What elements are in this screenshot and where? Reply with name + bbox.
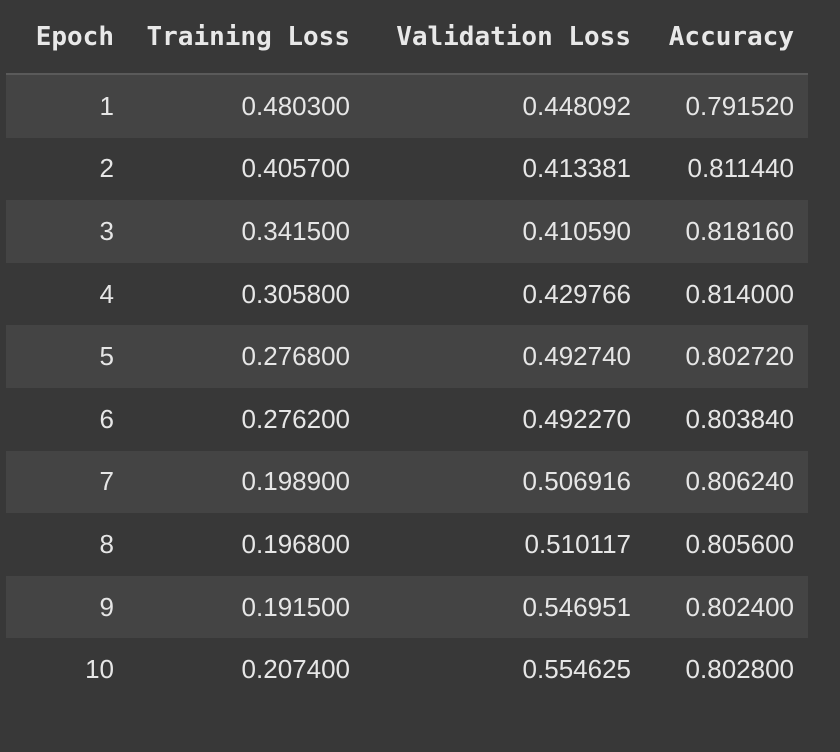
cell-validation-loss: 0.492270 [522, 403, 631, 434]
cell-validation-loss: 0.413381 [522, 153, 631, 184]
header-accuracy: Accuracy [645, 0, 808, 75]
cell-epoch: 10 [85, 654, 114, 685]
cell-training-loss: 0.191500 [241, 591, 350, 622]
training-results-table-container: Epoch Training Loss Validation Loss Accu… [6, 0, 808, 701]
cell-validation-loss: 0.546951 [522, 591, 631, 622]
table-row: 10 0.207400 0.554625 0.802800 [6, 638, 808, 701]
cell-accuracy: 0.803840 [685, 403, 794, 434]
cell-accuracy: 0.802800 [685, 654, 794, 685]
cell-epoch: 7 [99, 466, 114, 497]
table-row: 5 0.276800 0.492740 0.802720 [6, 325, 808, 388]
cell-accuracy: 0.791520 [685, 90, 794, 121]
table-header: Epoch Training Loss Validation Loss Accu… [6, 0, 808, 75]
cell-accuracy: 0.811440 [687, 153, 794, 184]
cell-training-loss: 0.207400 [241, 654, 350, 685]
header-training-loss: Training Loss [128, 0, 364, 75]
cell-validation-loss: 0.506916 [522, 466, 631, 497]
cell-epoch: 5 [99, 341, 114, 372]
cell-training-loss: 0.405700 [241, 153, 350, 184]
cell-accuracy: 0.814000 [685, 278, 794, 309]
table-row: 4 0.305800 0.429766 0.814000 [6, 262, 808, 326]
cell-accuracy: 0.802400 [685, 591, 794, 622]
cell-training-loss: 0.341500 [241, 215, 350, 246]
cell-epoch: 2 [99, 153, 114, 184]
table-row: 3 0.341500 0.410590 0.818160 [6, 200, 808, 263]
cell-training-loss: 0.196800 [241, 528, 350, 559]
cell-validation-loss: 0.410590 [522, 215, 631, 246]
cell-accuracy: 0.802720 [685, 341, 794, 372]
table-body: 1 0.480300 0.448092 0.791520 2 0.405700 0.4133… [6, 74, 808, 701]
table-row: 9 0.191500 0.546951 0.802400 [6, 575, 808, 639]
cell-accuracy: 0.818160 [685, 215, 794, 246]
cell-training-loss: 0.480300 [241, 90, 350, 121]
training-results-table: Epoch Training Loss Validation Loss Accu… [6, 0, 808, 701]
table-row: 2 0.405700 0.413381 0.811440 [6, 137, 808, 201]
cell-epoch: 3 [99, 215, 114, 246]
table-row: 1 0.480300 0.448092 0.791520 [6, 74, 808, 138]
table-row: 7 0.198900 0.506916 0.806240 [6, 450, 808, 514]
cell-epoch: 6 [99, 403, 114, 434]
cell-training-loss: 0.198900 [241, 466, 350, 497]
header-validation-loss: Validation Loss [364, 0, 645, 75]
cell-epoch: 9 [99, 591, 114, 622]
cell-training-loss: 0.276200 [241, 403, 350, 434]
table-row: 8 0.196800 0.510117 0.805600 [6, 513, 808, 576]
cell-epoch: 1 [99, 90, 114, 121]
cell-training-loss: 0.305800 [241, 278, 350, 309]
cell-validation-loss: 0.492740 [522, 341, 631, 372]
cell-training-loss: 0.276800 [241, 341, 350, 372]
cell-accuracy: 0.806240 [685, 466, 794, 497]
cell-epoch: 4 [99, 278, 114, 309]
cell-validation-loss: 0.429766 [522, 278, 631, 309]
header-row: Epoch Training Loss Validation Loss Accu… [6, 0, 808, 75]
cell-epoch: 8 [99, 528, 114, 559]
table-row: 6 0.276200 0.492270 0.803840 [6, 387, 808, 451]
cell-validation-loss: 0.554625 [522, 654, 631, 685]
cell-accuracy: 0.805600 [685, 528, 794, 559]
header-epoch: Epoch [6, 0, 128, 75]
cell-validation-loss: 0.448092 [522, 90, 631, 121]
cell-validation-loss: 0.510117 [524, 528, 631, 559]
